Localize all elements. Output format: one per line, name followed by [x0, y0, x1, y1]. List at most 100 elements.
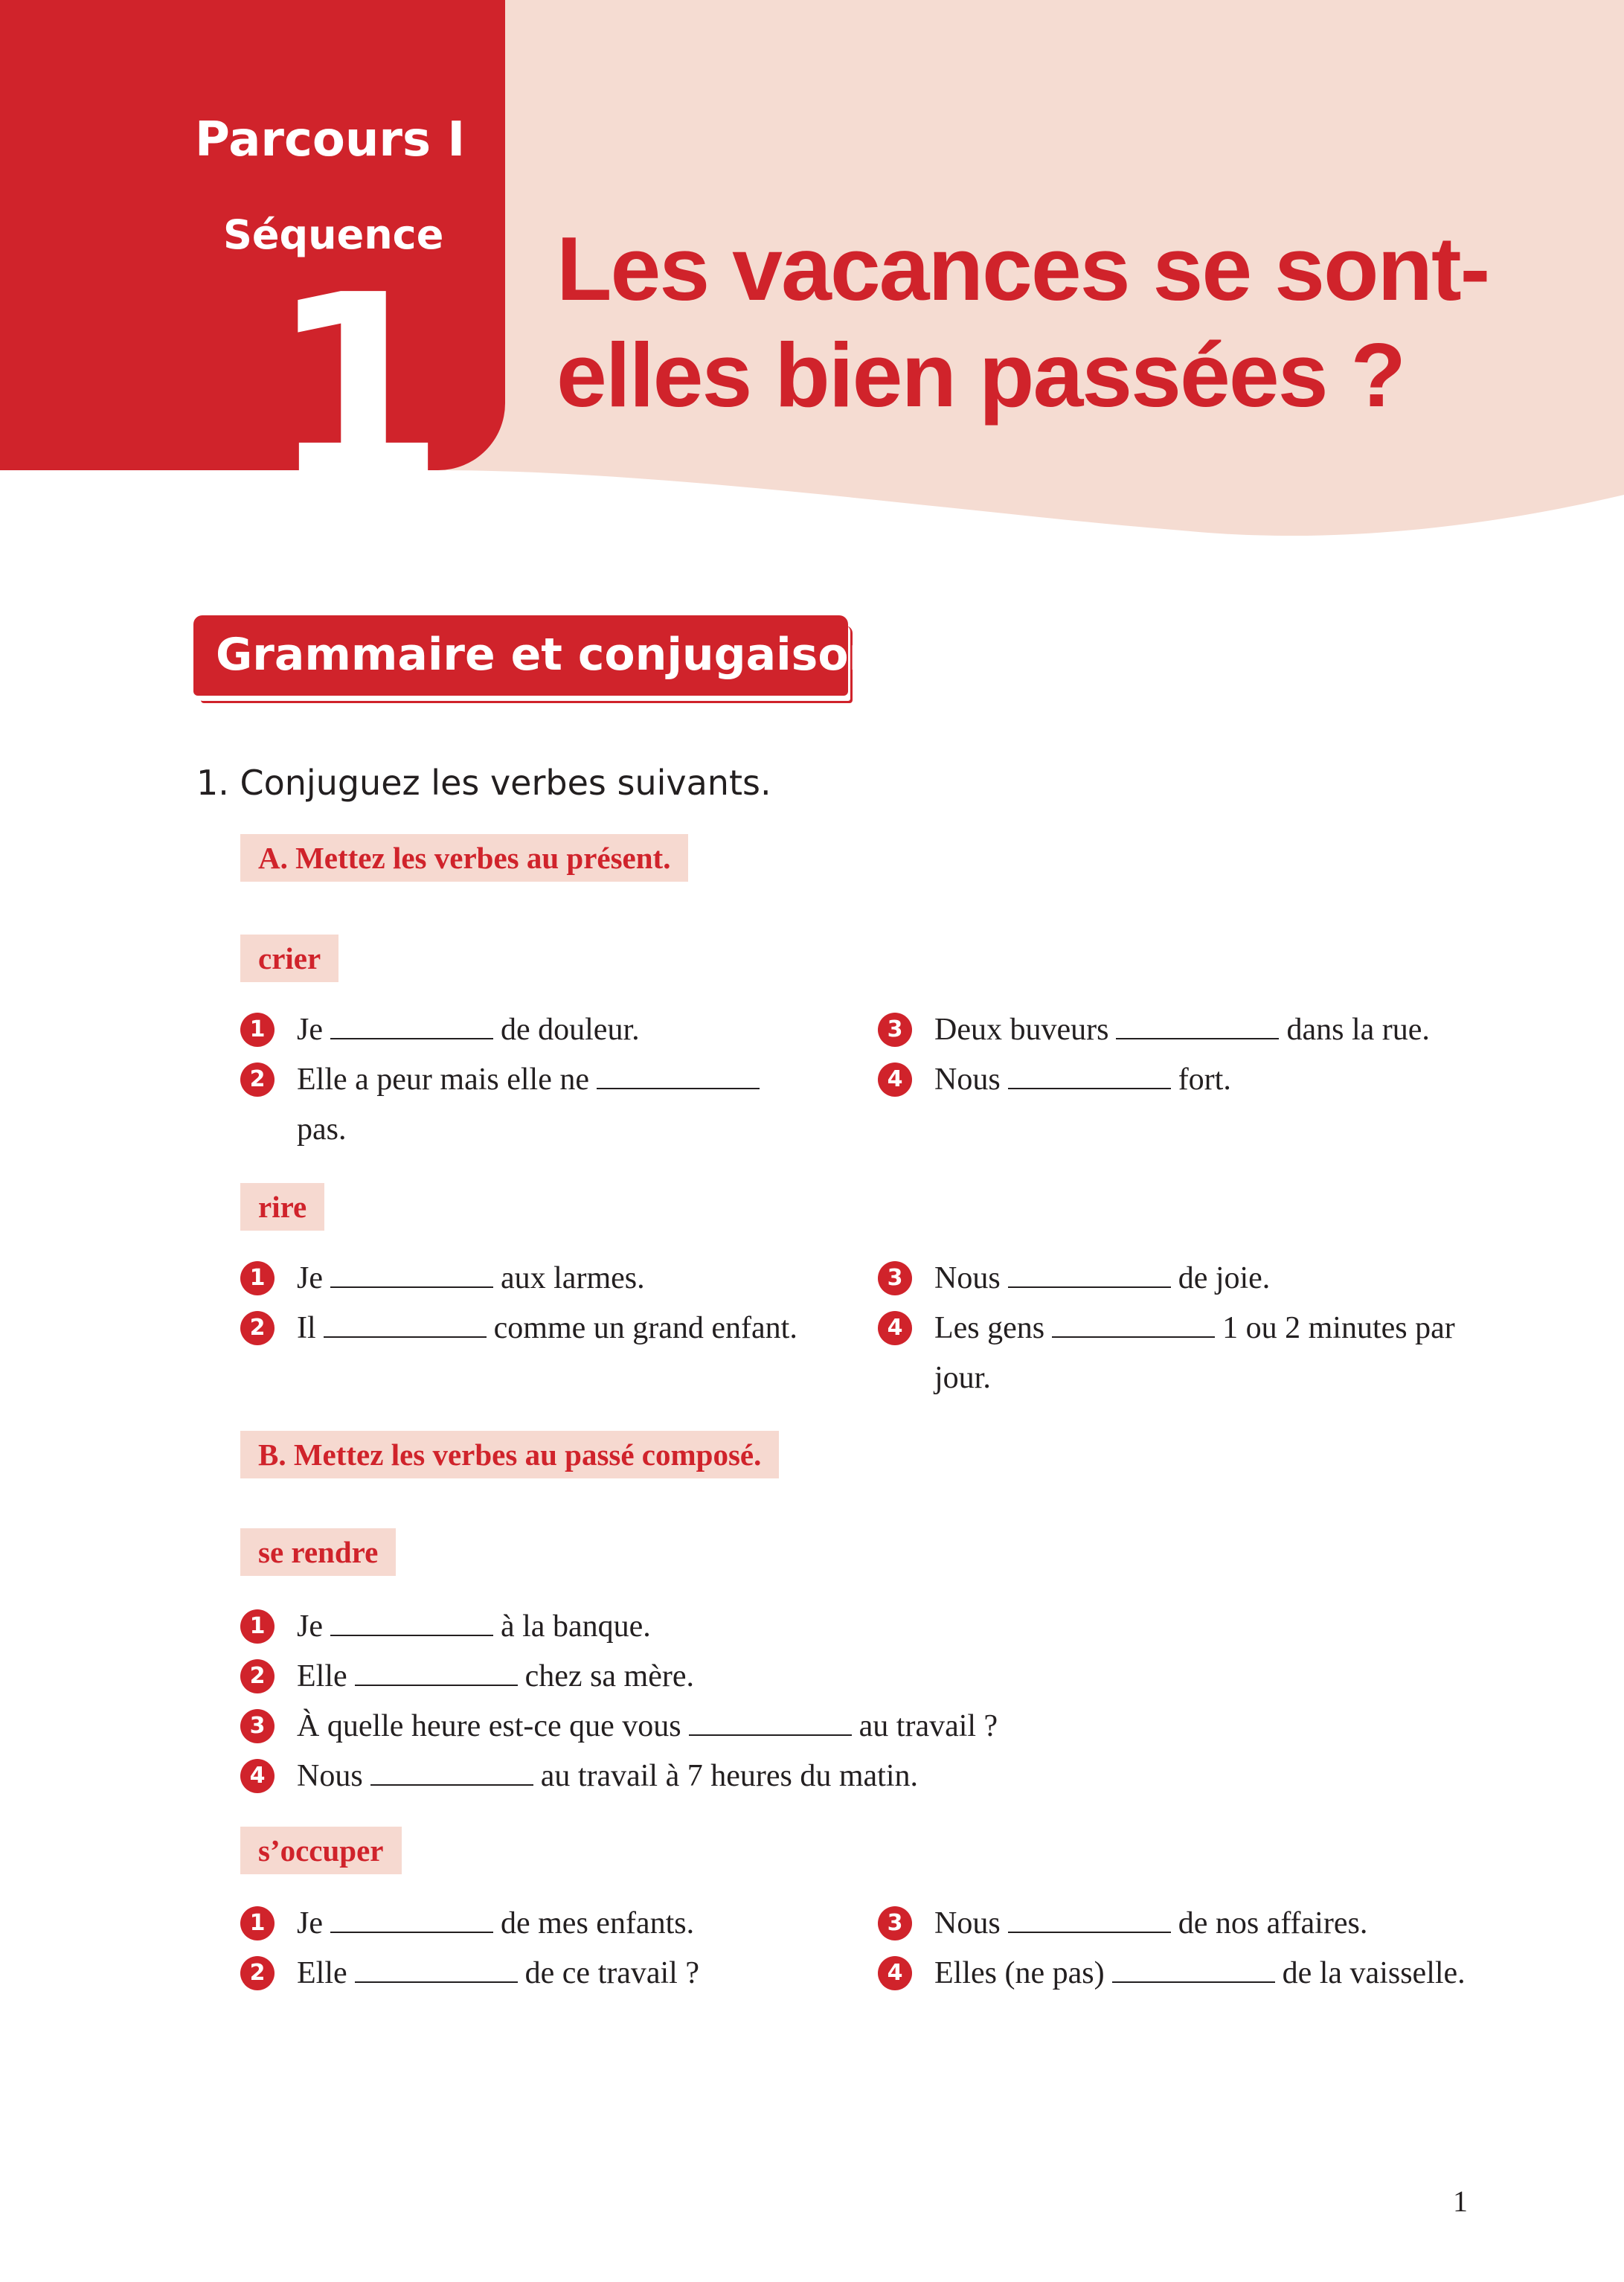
answer-blank[interactable] [330, 1902, 493, 1933]
item-text-before: À quelle heure est-ce que vous [297, 1709, 681, 1743]
item-text-after: fort. [1178, 1063, 1231, 1097]
exercise-list: 3 Nous de nos affaires. 4 Elles (ne pas) de l… [878, 1899, 1473, 1999]
answer-blank[interactable] [323, 1307, 487, 1338]
title-line-2: elles bien passées ? [556, 324, 1406, 426]
number-badge-icon: 4 [878, 1956, 912, 1990]
verb-label-rire: rire [240, 1183, 325, 1231]
exercise-item: 4 Elles (ne pas) de la vaisselle. [878, 1949, 1473, 1999]
item-text-before: Je [297, 1261, 323, 1295]
item-text-before: Nous [934, 1261, 1001, 1295]
exercise-item: 2 Il comme un grand enfant. [240, 1304, 806, 1353]
item-text-before: Nous [934, 1906, 1001, 1940]
item-text-after: comme un grand enfant. [493, 1311, 797, 1345]
exercise-list: 1 Je à la banque. 2 Elle chez sa mère. 3 À quel… [240, 1602, 1356, 1801]
answer-blank[interactable] [330, 1008, 493, 1039]
exercise-title: 1. Conjuguez les verbes suivants. [196, 763, 771, 803]
item-text-after: de joie. [1178, 1261, 1271, 1295]
item-text-before: Deux buveurs [934, 1013, 1109, 1047]
number-badge-icon: 1 [240, 1609, 275, 1644]
item-text-before: Je [297, 1906, 323, 1940]
number-badge-icon: 3 [878, 1906, 912, 1940]
exercise-item: 4 Nous au travail à 7 heures du matin. [240, 1751, 1356, 1801]
sequence-badge: Parcours I Séquence 1 [0, 0, 505, 470]
answer-blank[interactable] [1007, 1058, 1171, 1089]
part-b-label: B. Mettez les verbes au passé composé. [240, 1431, 780, 1478]
item-text-before: Elle [297, 1956, 347, 1990]
exercise-item: 1 Je à la banque. [240, 1602, 1356, 1652]
parcours-label: Parcours I [195, 112, 466, 167]
exercise-item: 2 Elle de ce travail ? [240, 1949, 806, 1999]
answer-blank[interactable] [688, 1705, 852, 1736]
item-text-after: de mes enfants. [501, 1906, 695, 1940]
answer-blank[interactable] [1007, 1257, 1171, 1288]
verb-label-s-occuper: s’occuper [240, 1827, 402, 1874]
answer-blank[interactable] [330, 1257, 493, 1288]
sequence-number: 1 [269, 241, 446, 470]
section-title: Grammaire et conjugaison [216, 629, 881, 681]
number-badge-icon: 3 [240, 1709, 275, 1743]
exercise-item: 3 À quelle heure est-ce que vous au travai… [240, 1702, 1356, 1751]
exercise-list: 3 Nous de joie. 4 Les gens 1 ou 2 minutes par… [878, 1254, 1473, 1403]
item-text-after: de douleur. [501, 1013, 640, 1047]
exercise-item: 4 Les gens 1 ou 2 minutes par jour. [878, 1304, 1473, 1403]
exercise-item: 2 Elle a peur mais elle ne pas. [240, 1055, 806, 1155]
number-badge-icon: 4 [878, 1311, 912, 1345]
exercise-item: 1 Je aux larmes. [240, 1254, 806, 1304]
verb-label-se-rendre: se rendre [240, 1528, 397, 1576]
exercise-item: 3 Nous de joie. [878, 1254, 1473, 1304]
item-text-before: Nous [297, 1759, 363, 1793]
answer-blank[interactable] [1052, 1307, 1216, 1338]
exercise-item: 1 Je de douleur. [240, 1005, 806, 1055]
exercise-item: 3 Nous de nos affaires. [878, 1899, 1473, 1949]
page-title: Les vacances se sont- elles bien passées… [556, 216, 1490, 429]
item-text-after: aux larmes. [501, 1261, 645, 1295]
number-badge-icon: 1 [240, 1013, 275, 1047]
item-text-before: Elle [297, 1659, 347, 1693]
verb-label-crier: crier [240, 935, 339, 982]
page-number: 1 [1453, 2185, 1468, 2218]
item-text-after: de nos affaires. [1178, 1906, 1368, 1940]
exercise-item: 1 Je de mes enfants. [240, 1899, 806, 1949]
item-text-before: Je [297, 1609, 323, 1644]
item-text-after: au travail ? [858, 1709, 998, 1743]
exercise-list: 1 Je aux larmes. 2 Il comme un grand enfant. [240, 1254, 806, 1353]
item-text-after: de ce travail ? [524, 1956, 699, 1990]
item-text-after: de la vaisselle. [1282, 1956, 1466, 1990]
answer-blank[interactable] [354, 1655, 518, 1686]
number-badge-icon: 2 [240, 1311, 275, 1345]
exercise-list: 1 Je de mes enfants. 2 Elle de ce travail ? [240, 1899, 806, 1999]
number-badge-icon: 4 [240, 1759, 275, 1793]
item-text-after: pas. [297, 1112, 347, 1147]
exercise-item: 4 Nous fort. [878, 1055, 1473, 1105]
item-text-before: Nous [934, 1063, 1001, 1097]
number-badge-icon: 2 [240, 1956, 275, 1990]
item-text-after: à la banque. [501, 1609, 651, 1644]
answer-blank[interactable] [1007, 1902, 1171, 1933]
number-badge-icon: 4 [878, 1063, 912, 1097]
number-badge-icon: 3 [878, 1013, 912, 1047]
item-text-before: Il [297, 1311, 316, 1345]
item-text-before: Elle a peur mais elle ne [297, 1063, 589, 1097]
answer-blank[interactable] [330, 1605, 493, 1636]
answer-blank[interactable] [370, 1754, 533, 1786]
number-badge-icon: 1 [240, 1261, 275, 1295]
item-text-before: Elles (ne pas) [934, 1956, 1105, 1990]
answer-blank[interactable] [1111, 1952, 1275, 1983]
item-text-before: Je [297, 1013, 323, 1047]
answer-blank[interactable] [354, 1952, 518, 1983]
part-a-label: A. Mettez les verbes au présent. [240, 834, 689, 882]
answer-blank[interactable] [597, 1058, 760, 1089]
item-text-after: dans la rue. [1286, 1013, 1430, 1047]
number-badge-icon: 2 [240, 1063, 275, 1097]
number-badge-icon: 3 [878, 1261, 912, 1295]
sequence-label: Séquence [223, 211, 444, 258]
title-line-1: Les vacances se sont- [556, 218, 1490, 319]
exercise-list: 1 Je de douleur. 2 Elle a peur mais elle ne p… [240, 1005, 806, 1155]
section-heading: Grammaire et conjugaison [193, 615, 880, 696]
exercise-item: 2 Elle chez sa mère. [240, 1652, 1356, 1702]
item-text-after: au travail à 7 heures du matin. [540, 1759, 919, 1793]
answer-blank[interactable] [1116, 1008, 1280, 1039]
item-text-after: 1 ou 2 minutes par jour. [934, 1311, 1455, 1395]
exercise-list: 3 Deux buveurs dans la rue. 4 Nous fort. [878, 1005, 1473, 1105]
number-badge-icon: 1 [240, 1906, 275, 1940]
